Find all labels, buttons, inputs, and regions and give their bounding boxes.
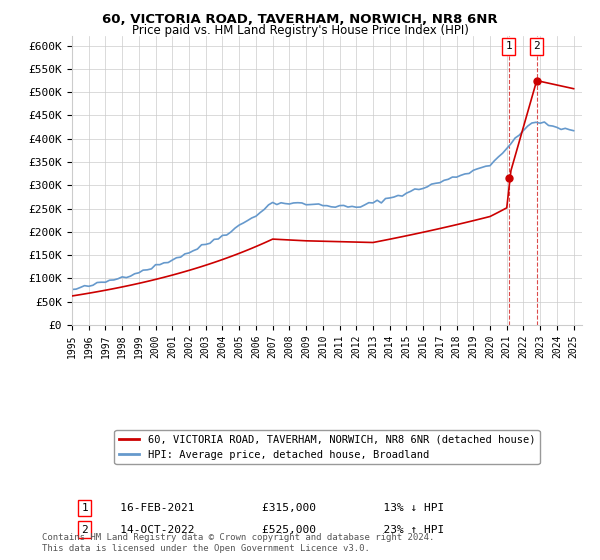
- Legend: 60, VICTORIA ROAD, TAVERHAM, NORWICH, NR8 6NR (detached house), HPI: Average pri: 60, VICTORIA ROAD, TAVERHAM, NORWICH, NR…: [115, 430, 539, 464]
- Text: 16-FEB-2021          £315,000          13% ↓ HPI: 16-FEB-2021 £315,000 13% ↓ HPI: [100, 503, 444, 513]
- Text: Price paid vs. HM Land Registry's House Price Index (HPI): Price paid vs. HM Land Registry's House …: [131, 24, 469, 37]
- Text: 2: 2: [533, 41, 540, 52]
- Text: 14-OCT-2022          £525,000          23% ↑ HPI: 14-OCT-2022 £525,000 23% ↑ HPI: [100, 525, 444, 535]
- Text: 60, VICTORIA ROAD, TAVERHAM, NORWICH, NR8 6NR: 60, VICTORIA ROAD, TAVERHAM, NORWICH, NR…: [102, 13, 498, 26]
- Text: 2: 2: [82, 525, 88, 535]
- Text: Contains HM Land Registry data © Crown copyright and database right 2024.
This d: Contains HM Land Registry data © Crown c…: [42, 533, 434, 553]
- Text: 1: 1: [505, 41, 512, 52]
- Text: 1: 1: [82, 503, 88, 513]
